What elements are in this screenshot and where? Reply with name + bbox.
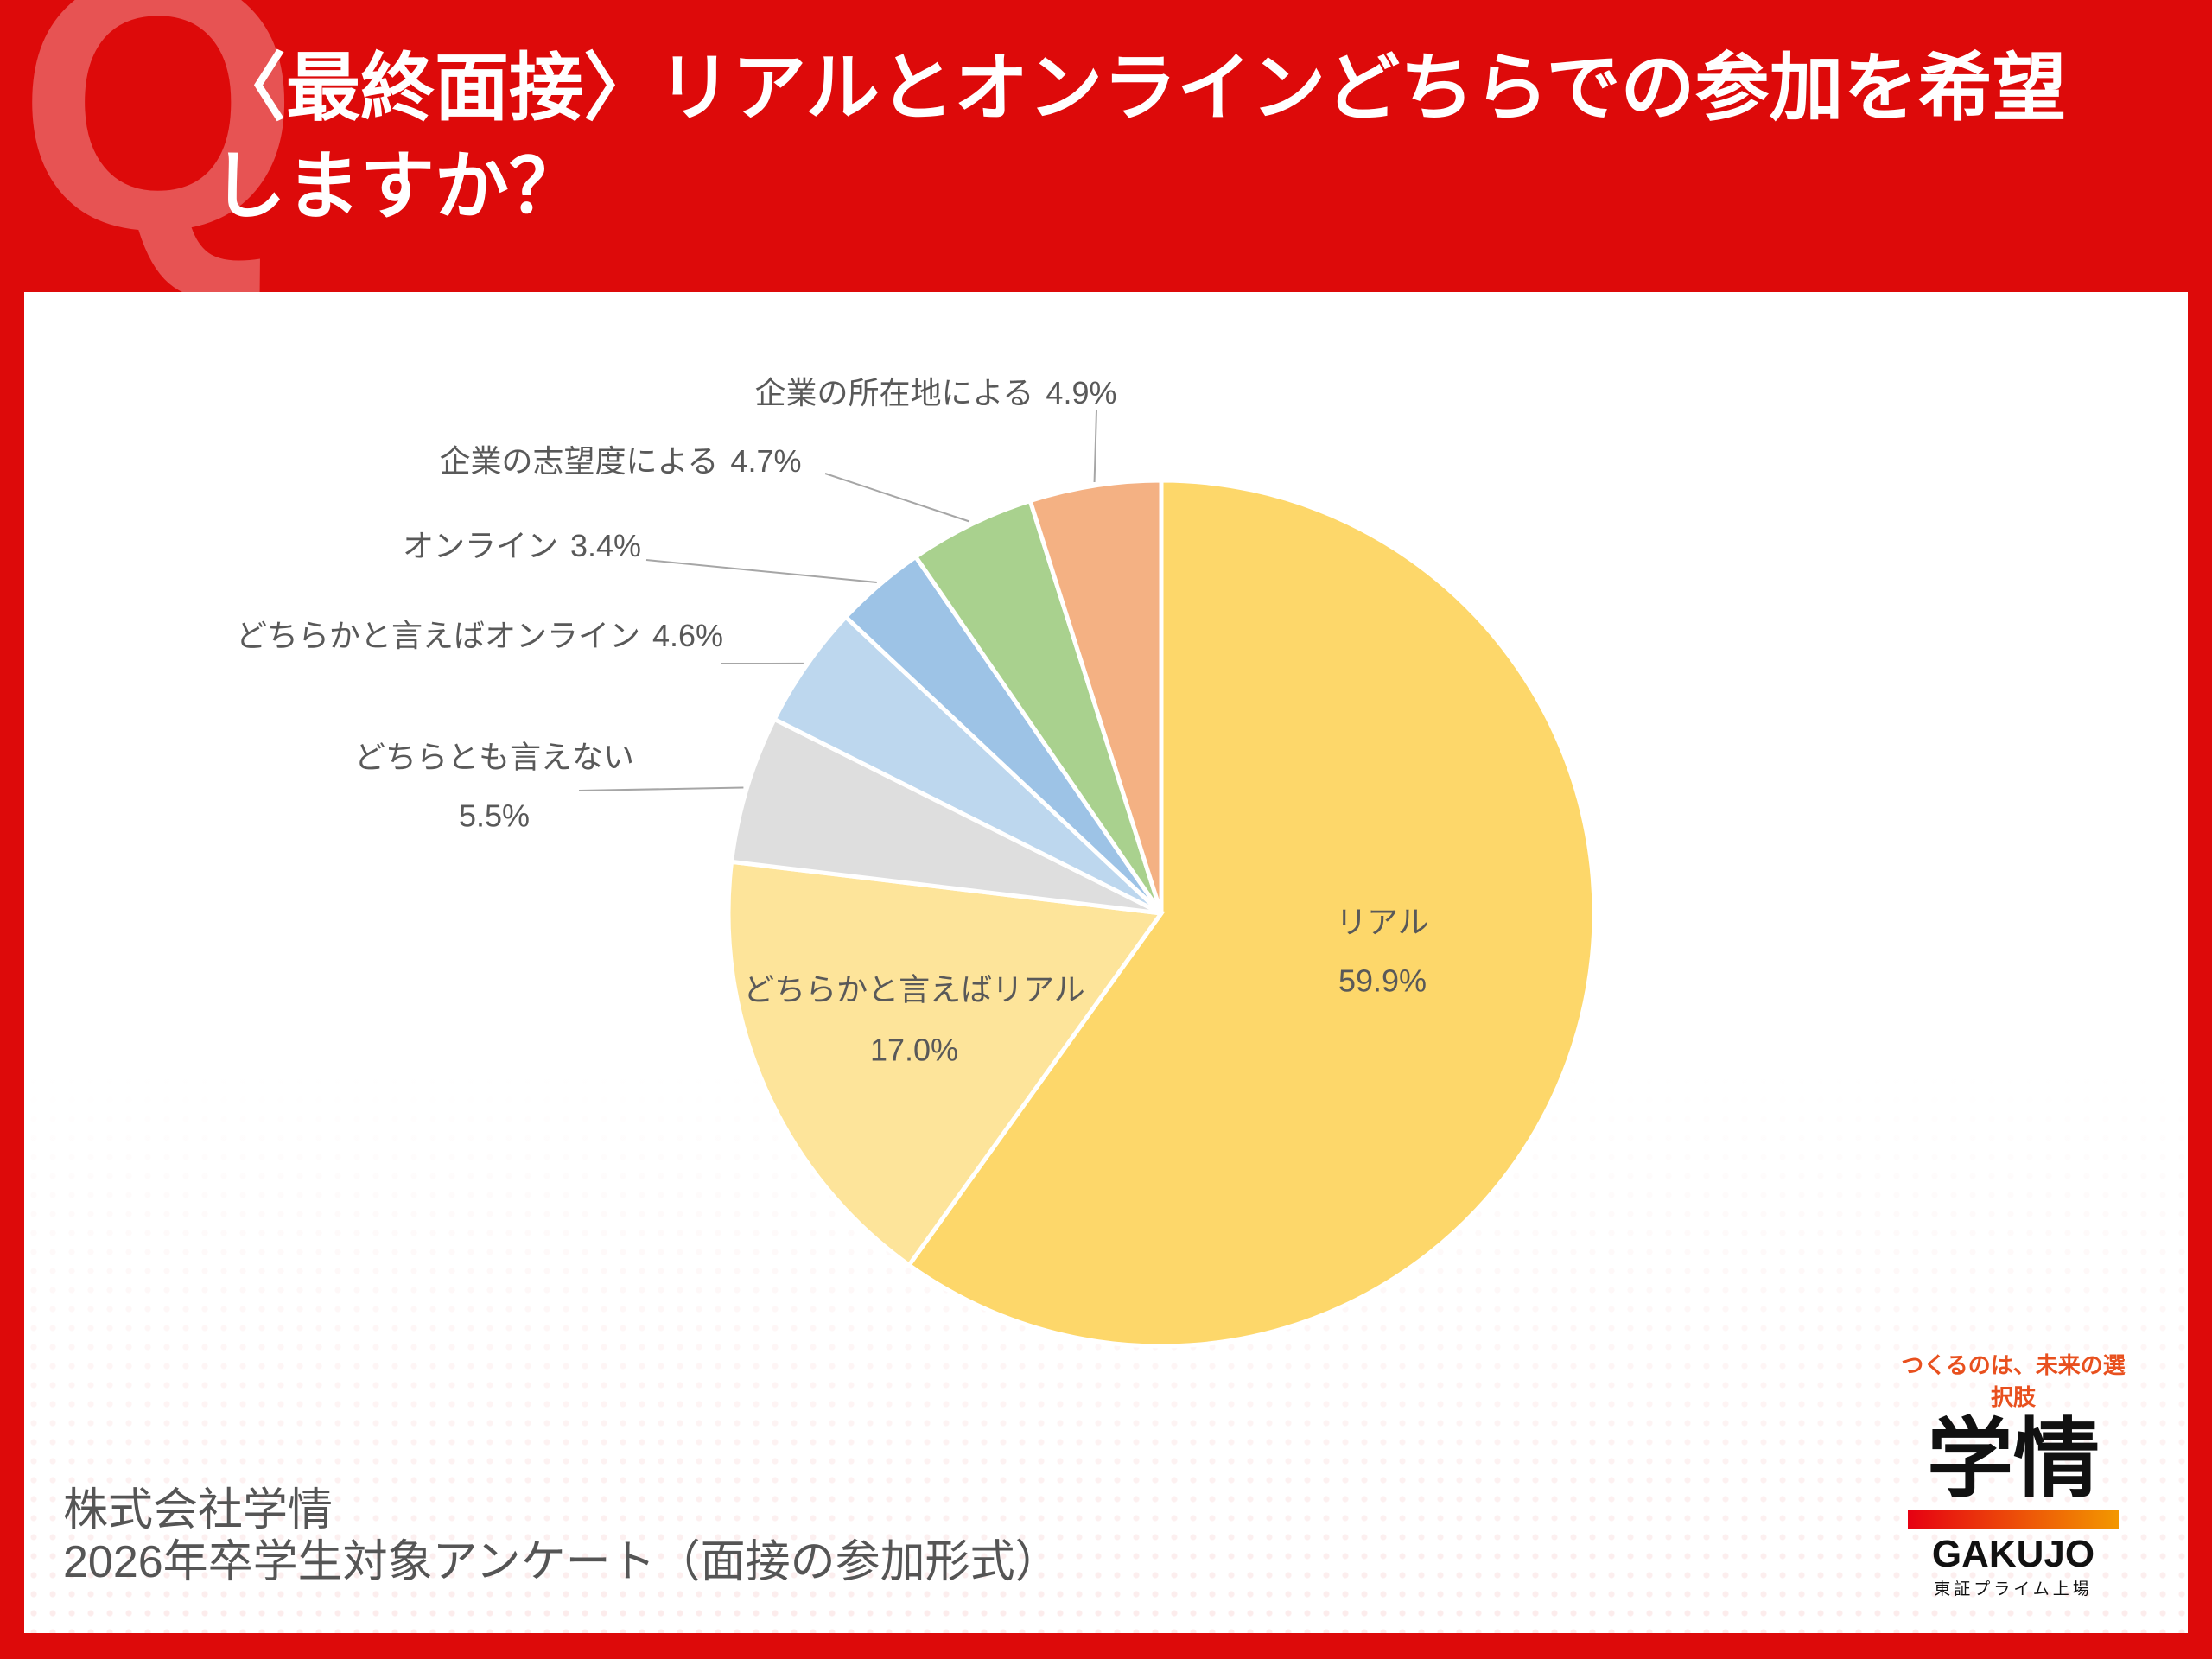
logo-tagline: つくるのは、未来の選択肢 <box>1901 1352 2126 1410</box>
pie-slice <box>726 859 1166 1268</box>
slice-label: オンライン <box>403 528 558 563</box>
logo-name: 学情 <box>1927 1411 2100 1508</box>
slice-label: どちらとも言えない <box>354 740 634 775</box>
slice-label: どちらかと言えばオンライン <box>236 618 640 653</box>
pie-slice <box>728 716 1163 916</box>
slice-label: リアル <box>1336 905 1429 940</box>
value-label: 17.0% <box>870 1033 958 1068</box>
pie-slice <box>1027 478 1164 914</box>
title: 〈最終面接〉リアルとオンラインどちらでの参加を希望しますか？ <box>212 47 2067 228</box>
logo-bar <box>1908 1510 2119 1529</box>
slice-label: どちらかと言えばリアル <box>743 972 1085 1007</box>
slice-label: 企業の所在地による <box>755 375 1034 410</box>
value-label: 59.9% <box>1338 963 1427 999</box>
slice-label-group: 企業の志望度による 4.7% <box>440 443 802 479</box>
leader-line <box>1093 410 1097 483</box>
pie-slice <box>906 478 1597 1349</box>
value-label: 3.4% <box>570 528 641 563</box>
leader-line <box>824 473 970 523</box>
slice-label-group: オンライン 3.4% <box>403 528 641 563</box>
q-mark: Q <box>17 0 300 306</box>
logo-listing: 東証プライム上場 <box>1934 1580 2093 1599</box>
survey: 2026年卒学生対象アンケート（面接の参加形式） <box>63 1537 1060 1587</box>
value-label: 4.9% <box>1046 375 1116 410</box>
slice-label: 企業の志望度による <box>440 443 719 479</box>
company: 株式会社学情 <box>63 1485 334 1535</box>
value-label: 4.6% <box>652 618 723 653</box>
value-label: 4.7% <box>730 443 801 479</box>
slice-label-group: どちらかと言えばオンライン 4.6% <box>236 618 723 653</box>
slice-label-group: 企業の所在地による 4.9% <box>755 375 1117 410</box>
leader-line <box>645 559 877 584</box>
value-label: 5.5% <box>459 798 530 834</box>
leader-line <box>578 786 744 791</box>
logo-romaji: GAKUJO <box>1931 1533 2095 1575</box>
logo: つくるのは、未来の選択肢 学情 GAKUJO 東証プライム上場 <box>1892 1348 2134 1599</box>
